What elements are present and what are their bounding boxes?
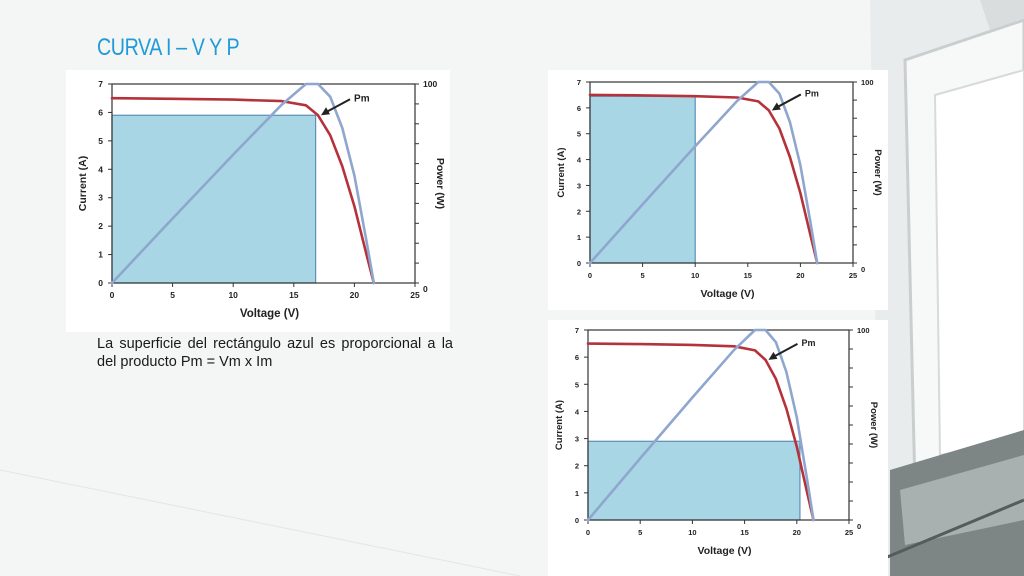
x-tick-label: 5 xyxy=(641,271,645,280)
y-tick-label: 6 xyxy=(575,353,579,362)
power-curve xyxy=(588,80,819,265)
y-tick-label: 4 xyxy=(98,164,103,174)
x-tick-label: 0 xyxy=(588,271,592,280)
power-curve xyxy=(586,328,815,522)
y2-tick-label: 100 xyxy=(423,79,437,89)
y-axis-title: Current (A) xyxy=(554,400,565,450)
x-tick-label: 20 xyxy=(796,271,804,280)
y-tick-label: 1 xyxy=(577,233,581,242)
chart-svg-top-right: 0 5 10 15 20 25 0 1 2 3 4 5 6 7 0 100 Voltage (V) Current… xyxy=(556,78,883,300)
x-tick-label: 10 xyxy=(691,271,699,280)
chart-svg-bottom-right: 0 5 10 15 20 25 0 1 2 3 4 5 6 7 0 100 Voltage (V) Current… xyxy=(554,326,879,557)
current-curve xyxy=(110,96,376,285)
y2-tick-label: 0 xyxy=(423,284,428,294)
y-tick-label: 7 xyxy=(575,326,579,335)
x-tick-label: 10 xyxy=(688,528,696,537)
y2-axis-title: Power (W) xyxy=(872,149,883,195)
pm-label: Pm xyxy=(354,93,370,104)
iv-chart-top-right: 0 5 10 15 20 25 0 1 2 3 4 5 6 7 0 100 Voltage (V) Current… xyxy=(548,70,888,310)
y-tick-label: 6 xyxy=(98,107,103,117)
y-axis-title: Current (A) xyxy=(77,156,89,211)
x-tick-label: 15 xyxy=(740,528,748,537)
y2-tick-label: 0 xyxy=(861,265,865,274)
pm-arrow-shaft xyxy=(323,98,351,115)
y-tick-label: 0 xyxy=(98,278,103,288)
y-tick-label: 3 xyxy=(575,435,579,444)
x-tick-label: 20 xyxy=(793,528,801,537)
power-rectangle xyxy=(587,440,801,521)
y-tick-label: 5 xyxy=(98,136,103,146)
x-tick-label: 25 xyxy=(410,290,420,300)
y-tick-label: 3 xyxy=(577,181,581,190)
x-axis-title: Voltage (V) xyxy=(240,308,299,320)
x-tick-label: 20 xyxy=(350,290,360,300)
pm-arrow-head xyxy=(771,102,781,111)
current-curve xyxy=(586,342,815,522)
y-tick-label: 2 xyxy=(98,221,103,231)
y2-tick-label: 100 xyxy=(857,326,870,335)
y-tick-label: 3 xyxy=(98,193,103,203)
y2-axis-title: Power (W) xyxy=(434,158,446,209)
x-tick-label: 10 xyxy=(228,290,238,300)
pm-arrow-head xyxy=(768,351,778,360)
y2-axis-title: Power (W) xyxy=(868,402,879,448)
y-tick-label: 0 xyxy=(577,259,581,268)
y-tick-label: 4 xyxy=(577,156,582,165)
pm-label: Pm xyxy=(801,338,815,348)
y-tick-label: 1 xyxy=(98,250,103,260)
pm-arrow-shaft xyxy=(774,93,802,110)
y-tick-label: 5 xyxy=(577,130,581,139)
x-tick-label: 5 xyxy=(638,528,642,537)
slide-title: CURVA I – V Y P xyxy=(97,34,240,61)
caption-text: La superficie del rectángulo azul es pro… xyxy=(97,336,453,370)
y2-tick-label: 100 xyxy=(861,78,874,87)
y2-tick-label: 0 xyxy=(857,522,861,531)
current-curve xyxy=(588,93,819,265)
y-tick-label: 7 xyxy=(577,78,581,87)
power-rectangle xyxy=(111,114,317,284)
x-axis-title: Voltage (V) xyxy=(697,545,751,557)
x-tick-label: 0 xyxy=(110,290,115,300)
x-tick-label: 0 xyxy=(586,528,590,537)
x-tick-label: 15 xyxy=(744,271,752,280)
pm-arrow-head xyxy=(321,107,331,116)
x-axis-title: Voltage (V) xyxy=(700,288,754,300)
x-tick-label: 25 xyxy=(849,271,857,280)
y-tick-label: 7 xyxy=(98,79,103,89)
x-tick-label: 25 xyxy=(845,528,853,537)
y-tick-label: 2 xyxy=(575,462,579,471)
iv-chart-bottom-right: 0 5 10 15 20 25 0 1 2 3 4 5 6 7 0 100 Voltage (V) Current… xyxy=(548,320,888,576)
x-tick-label: 5 xyxy=(170,290,175,300)
y-tick-label: 6 xyxy=(577,104,581,113)
y-tick-label: 4 xyxy=(575,407,580,416)
y-tick-label: 0 xyxy=(575,516,579,525)
x-tick-label: 15 xyxy=(289,290,299,300)
y-tick-label: 1 xyxy=(575,489,579,498)
y-axis-title: Current (A) xyxy=(556,147,567,197)
y-tick-label: 5 xyxy=(575,380,579,389)
pm-arrow-shaft xyxy=(771,342,798,359)
y-tick-label: 2 xyxy=(577,207,581,216)
power-curve xyxy=(110,82,376,285)
power-rectangle xyxy=(589,95,696,264)
iv-chart-main: 0 5 10 15 20 25 0 1 2 3 4 5 6 7 0 100 Voltage (V) Current… xyxy=(66,70,450,332)
pm-label: Pm xyxy=(805,88,819,98)
